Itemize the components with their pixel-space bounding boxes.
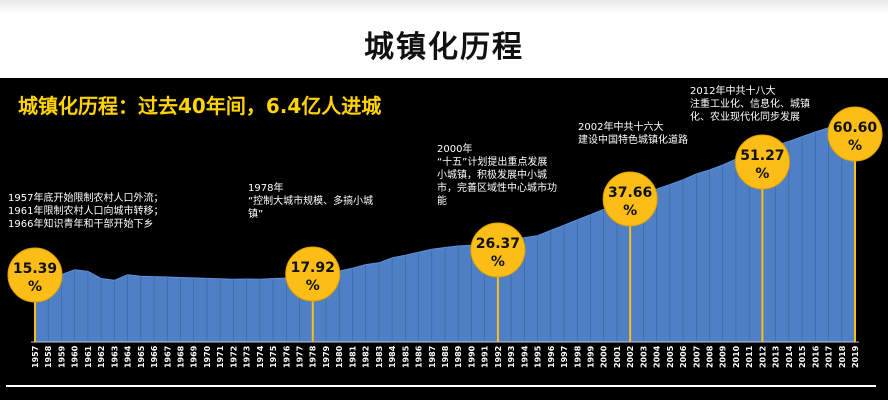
marker-bubble-1978 (285, 246, 341, 302)
x-tick-label-2006: 2006 (679, 345, 688, 368)
marker-unit-1992: % (491, 254, 505, 270)
marker-value-2012: 51.27 (740, 148, 784, 164)
x-tick-label-2015: 2015 (798, 345, 807, 368)
x-tick-label-2013: 2013 (772, 346, 781, 368)
marker-value-2019: 60.60 (833, 120, 878, 136)
x-tick-label-2010: 2010 (732, 345, 741, 368)
x-tick-label-1981: 1981 (348, 345, 357, 368)
x-tick-label-1960: 1960 (71, 345, 80, 368)
x-tick-label-1992: 1992 (494, 346, 503, 368)
x-tick-label-1974: 1974 (256, 345, 265, 368)
marker-value-1957: 15.39 (13, 261, 57, 277)
x-tick-label-1991: 1991 (481, 345, 490, 368)
x-tick-label-1999: 1999 (586, 345, 595, 368)
x-tick-label-1969: 1969 (190, 345, 199, 368)
x-tick-label-1966: 1966 (150, 345, 159, 368)
x-tick-label-1970: 1970 (203, 345, 212, 368)
x-tick-label-2009: 2009 (719, 345, 728, 368)
x-tick-label-1998: 1998 (573, 345, 582, 368)
x-tick-label-1995: 1995 (534, 345, 543, 368)
x-tick-label-1982: 1982 (362, 346, 371, 368)
x-tick-label-2018: 2018 (838, 345, 847, 368)
marker-bubble-2002 (602, 171, 658, 227)
x-tick-label-1983: 1983 (375, 346, 384, 368)
x-tick-label-1980: 1980 (335, 345, 344, 368)
bottom-divider (6, 385, 876, 387)
x-tick-label-2017: 2017 (825, 346, 834, 368)
marker-unit-1978: % (306, 278, 320, 294)
x-tick-label-1967: 1967 (163, 346, 172, 368)
marker-bubble-2012 (734, 134, 790, 190)
x-tick-label-1990: 1990 (467, 345, 476, 368)
marker-bubble-1992 (470, 222, 526, 278)
x-tick-label-2003: 2003 (639, 346, 648, 368)
x-tick-label-1978: 1978 (309, 345, 318, 368)
x-tick-label-1963: 1963 (110, 346, 119, 368)
x-tick-label-1962: 1962 (97, 346, 106, 368)
x-tick-label-2001: 2001 (613, 345, 622, 368)
marker-value-1978: 17.92 (291, 260, 335, 276)
x-tick-label-1961: 1961 (84, 345, 93, 368)
chart-subtitle: 城镇化历程：过去40年间，6.4亿人进城 (18, 94, 382, 118)
marker-unit-2012: % (755, 166, 769, 182)
x-tick-label-1957: 1957 (31, 346, 40, 368)
marker-layer: 15.39% 17.92% 26.37% 37.66% 51.27% 60.60% (7, 106, 883, 342)
x-tick-label-1968: 1968 (176, 345, 185, 368)
annotation-1957-text: 1957年底开始限制农村人口外流； 1961年限制农村人口向城市转移； 1966… (8, 193, 164, 230)
x-tick-label-1994: 1994 (520, 345, 529, 368)
annotation-2000-text: 2000年 “十五”计划提出重点发展 小城镇，积极发展中小城 市，完善区域性中心… (437, 144, 557, 207)
x-tick-label-2019: 2019 (851, 345, 860, 368)
x-tick-label-1971: 1971 (216, 345, 225, 368)
x-tick-label-2014: 2014 (785, 345, 794, 368)
x-tick-label-1986: 1986 (415, 345, 424, 368)
x-tick-label-1996: 1996 (547, 345, 556, 368)
marker-bubble-2019 (827, 106, 883, 162)
x-tick-label-1976: 1976 (282, 345, 291, 368)
marker-unit-1957: % (28, 279, 42, 295)
x-tick-label-1958: 1958 (44, 345, 53, 368)
x-tick-label-2012: 2012 (758, 346, 767, 368)
marker-bubble-1957 (7, 247, 63, 303)
page-title: 城镇化历程 (364, 30, 524, 65)
x-tick-label-2007: 2007 (692, 346, 701, 368)
marker-value-1992: 26.37 (476, 236, 520, 252)
x-tick-label-1977: 1977 (296, 346, 305, 368)
x-tick-label-1997: 1997 (560, 346, 569, 368)
x-tick-label-2016: 2016 (811, 345, 820, 368)
x-tick-label-1975: 1975 (269, 345, 278, 368)
x-tick-label-1965: 1965 (137, 345, 146, 368)
x-tick-label-1984: 1984 (388, 345, 397, 368)
marker-unit-2002: % (623, 203, 637, 219)
x-tick-label-1987: 1987 (428, 346, 437, 368)
annotation-1978-text: 1978年 “控制大城市规模、多搞小城 镇” (248, 183, 374, 220)
x-tick-label-2005: 2005 (666, 345, 675, 368)
x-tick-label-1979: 1979 (322, 345, 331, 368)
x-tick-label-2011: 2011 (745, 345, 754, 368)
x-tick-label-1972: 1972 (229, 346, 238, 368)
x-tick-label-2002: 2002 (626, 346, 635, 368)
marker-value-2002: 37.66 (608, 185, 652, 201)
x-tick-label-1973: 1973 (243, 346, 252, 368)
x-tick-label-1988: 1988 (441, 345, 450, 368)
x-tick-label-2008: 2008 (706, 345, 715, 368)
x-tick-label-1985: 1985 (401, 345, 410, 368)
x-tick-label-2004: 2004 (653, 345, 662, 368)
x-tick-label-2000: 2000 (600, 345, 609, 368)
x-tick-label-1989: 1989 (454, 345, 463, 368)
x-tick-label-1993: 1993 (507, 346, 516, 368)
x-tick-label-1964: 1964 (124, 345, 133, 368)
annotation-2012-text: 2012年中共十八大 注重工业化、信息化、城镇 化、农业现代化同步发展 (690, 86, 810, 123)
annotation-2002-text: 2002年中共十六大 建设中国特色城镇化道路 (578, 122, 688, 146)
x-axis: 1957 1958 1959 1960 1961 1962 1963 1964 1965 1966… (31, 341, 860, 368)
x-tick-label-1959: 1959 (57, 345, 66, 368)
marker-unit-2019: % (848, 138, 862, 154)
